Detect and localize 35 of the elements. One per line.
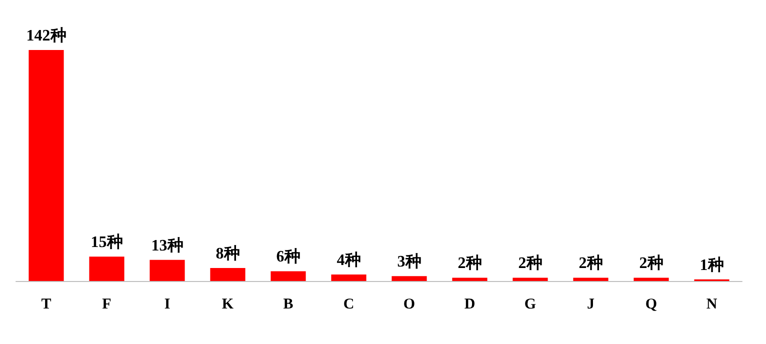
data-label: 15种 <box>90 233 123 252</box>
data-label: 3种 <box>397 252 422 271</box>
data-label: 8种 <box>216 244 240 262</box>
bar <box>512 278 548 281</box>
x-tick-label: K <box>222 296 234 312</box>
x-tick-label: O <box>403 296 416 312</box>
bar <box>634 278 669 281</box>
data-label: 6种 <box>276 248 300 266</box>
bar <box>28 50 64 281</box>
bar <box>392 276 427 281</box>
data-label: 13种 <box>151 236 184 254</box>
x-tick-label: G <box>524 296 536 312</box>
data-label: 2种 <box>458 254 482 272</box>
bar <box>573 278 608 281</box>
x-tick-label: N <box>706 296 718 312</box>
bar <box>452 278 488 281</box>
data-label: 142种 <box>26 26 66 45</box>
x-tick-label: I <box>164 296 170 312</box>
x-tick-label: C <box>343 296 354 312</box>
bar <box>150 260 185 281</box>
x-tick-label: F <box>102 296 112 312</box>
data-label: 2种 <box>518 254 542 272</box>
x-tick-label: B <box>283 296 294 312</box>
bar <box>331 274 366 281</box>
x-tick-label: Q <box>645 296 658 312</box>
bar <box>270 271 306 281</box>
bar <box>210 268 246 281</box>
x-tick-label: T <box>41 296 52 312</box>
data-label: 4种 <box>336 250 361 269</box>
x-tick-label: J <box>587 296 595 312</box>
data-label: 2种 <box>639 254 664 272</box>
x-tick-label: D <box>464 296 476 312</box>
bar <box>89 256 124 281</box>
data-label: 1种 <box>700 256 724 274</box>
data-label: 2种 <box>578 254 603 272</box>
